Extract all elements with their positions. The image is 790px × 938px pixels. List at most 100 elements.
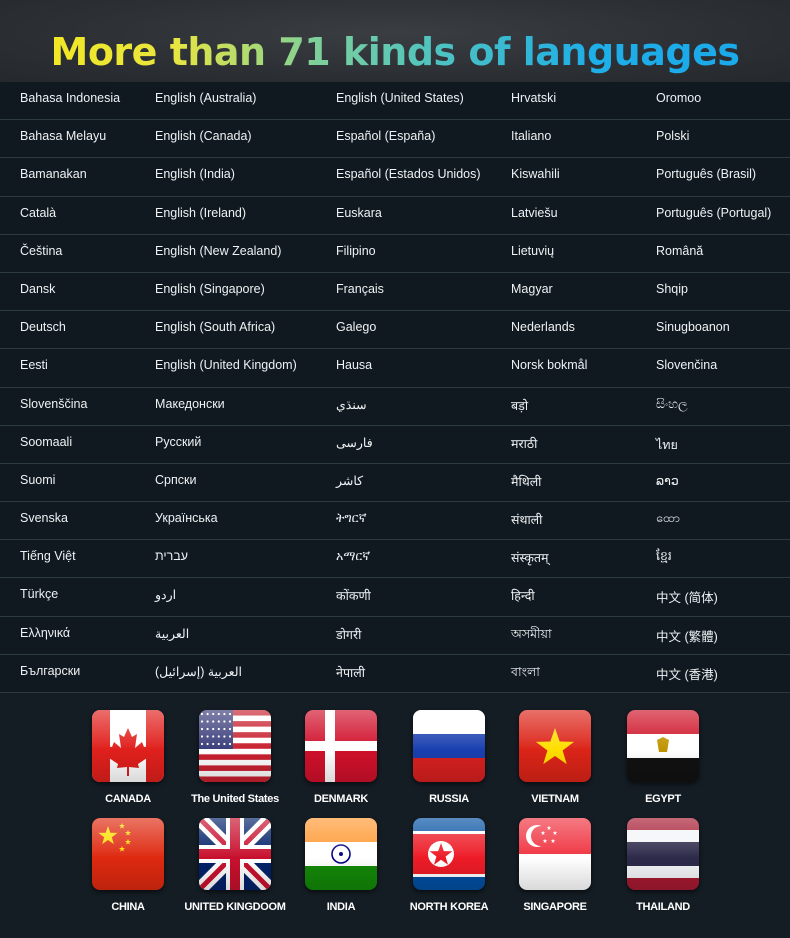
table-row: Deutsch English (South Africa) Galego Neder… (0, 311, 790, 350)
language-cell: Filipino (336, 243, 376, 258)
flag-item: DENMARK (286, 710, 396, 805)
language-cell: Oromoo (656, 91, 702, 105)
flag-denmark-icon (305, 710, 377, 782)
language-cell: Latviešu (511, 205, 558, 220)
flag-grid: CANADA The United States DENMARK RUSSIA VIET… (0, 693, 790, 938)
language-cell: Српски (155, 472, 197, 487)
language-cell: Euskara (336, 205, 382, 220)
flag-canada-icon (92, 710, 164, 782)
title-word: languages (522, 30, 740, 74)
title-word: 71 (278, 30, 331, 74)
language-cell: Svenska (20, 511, 68, 526)
language-cell: English (Canada) (155, 129, 252, 144)
table-row: Eesti English (United Kingdom) Hausa Norsk … (0, 349, 790, 388)
language-cell: Македонски (155, 396, 225, 411)
language-cell: Български (20, 663, 81, 678)
flag-label: EGYPT (645, 793, 681, 805)
flag-singapore-icon (519, 818, 591, 890)
flag-india-icon (305, 818, 377, 890)
language-cell: Galego (336, 320, 377, 335)
language-cell: العربية (155, 626, 190, 641)
language-cell: Tiếng Việt (20, 549, 76, 564)
flag-label: RUSSIA (429, 793, 469, 805)
flag-russia-icon (413, 710, 485, 782)
language-cell: Suomi (20, 472, 56, 487)
language-cell: English (United States) (336, 91, 464, 105)
flag-item: NORTH KOREA (394, 818, 504, 913)
table-row: Türkçe اردو कोंकणी हिन्दी 中文 (简体) (0, 578, 790, 617)
flag-label: CHINA (111, 901, 145, 913)
language-cell: कोंकणी (336, 589, 371, 604)
flag-egypt-icon (627, 710, 699, 782)
language-table: Bahasa Indonesia English (Australia) Engli… (0, 82, 790, 693)
table-row: Bahasa Melayu English (Canada) Español (Es… (0, 120, 790, 159)
language-cell: Español (Estados Unidos) (336, 167, 481, 182)
language-cell: English (South Africa) (155, 320, 276, 335)
flag-item: INDIA (286, 818, 396, 913)
flag-united-kingdom-icon (199, 818, 271, 890)
language-cell: Italiano (511, 129, 552, 144)
language-cell: नेपाली (336, 665, 365, 680)
language-cell: বাংলা (511, 664, 540, 679)
language-cell: עברית (155, 549, 189, 564)
flag-label: DENMARK (313, 793, 369, 805)
flag-label: SINGAPORE (523, 901, 587, 913)
flag-label: VIETNAM (531, 793, 579, 805)
language-cell: اردو (155, 588, 177, 603)
language-cell: Bahasa Indonesia (20, 91, 121, 105)
flag-vietnam-icon (519, 710, 591, 782)
flag-item: UNITED KINGDOOM (180, 818, 290, 913)
language-cell: অসমীয়া (511, 626, 552, 641)
title-word: More (50, 30, 157, 74)
language-cell: संस्कृतम् (511, 551, 549, 566)
language-cell: Bahasa Melayu (20, 129, 107, 144)
language-cell: ထော (656, 511, 681, 526)
language-cell: Ελληνικά (20, 625, 71, 640)
language-cell: Sinugboanon (656, 320, 730, 335)
table-row: Svenska Українська ትግርኛ संथाली ထော (0, 502, 790, 541)
table-row: Bahasa Indonesia English (Australia) Engli… (0, 82, 790, 121)
table-row: Català English (Ireland) Euskara Latviešu Po… (0, 197, 790, 235)
language-cell: ខ្មែរ (656, 549, 672, 564)
title-word: than (169, 30, 266, 74)
header-banner: More than 71 kinds of languages (0, 0, 790, 82)
language-cell: Magyar (511, 281, 553, 296)
language-cell: Čeština (20, 243, 63, 258)
language-cell: Norsk bokmål (511, 358, 588, 373)
table-row: Suomi Српски کاشر मैथिली ລາວ (0, 464, 790, 503)
table-row: Bamanakan English (India) Español (Estados… (0, 158, 790, 197)
table-row: Čeština English (New Zealand) Filipino Liet… (0, 235, 790, 273)
language-cell: Lietuvių (511, 243, 555, 258)
language-cell: Shqip (656, 281, 688, 296)
table-row: Български العربية (إسرائيل) नेपाली বাংলা 中文 … (0, 655, 790, 693)
language-cell: Русский (155, 434, 202, 449)
title-word: of (468, 30, 511, 74)
flag-item: EGYPT (608, 710, 718, 805)
language-cell: English (Australia) (155, 91, 257, 105)
language-cell: Polski (656, 129, 690, 144)
language-cell: 中文 (繁體) (656, 629, 718, 644)
language-cell: English (Ireland) (155, 205, 247, 220)
language-cell: Nederlands (511, 320, 575, 335)
language-cell: Slovenčina (656, 358, 718, 373)
language-cell: Kiswahili (511, 167, 560, 182)
flag-item: SINGAPORE (500, 818, 610, 913)
language-cell: Hausa (336, 358, 373, 373)
language-cell: Slovenščina (20, 396, 88, 411)
language-cell: Українська (155, 511, 218, 526)
language-cell: Català (20, 205, 57, 220)
language-cell: संथाली (511, 513, 543, 528)
language-cell: العربية (إسرائيل) (155, 664, 242, 679)
language-cell: සිංහල (656, 396, 688, 411)
language-cell: Română (656, 243, 704, 258)
language-cell: English (Singapore) (155, 281, 265, 296)
language-cell: Bamanakan (20, 167, 87, 182)
language-cell: سنڌي (336, 397, 367, 412)
flag-label: CANADA (105, 793, 151, 805)
language-cell: ትግርኛ (336, 511, 367, 526)
language-cell: Español (España) (336, 129, 436, 144)
table-row: Ελληνικά العربية डोगरी অসমীয়া 中文 (繁體) (0, 617, 790, 655)
language-cell: Hrvatski (511, 91, 557, 105)
flag-north-korea-icon (413, 818, 485, 890)
language-cell: کاشر (336, 473, 364, 488)
